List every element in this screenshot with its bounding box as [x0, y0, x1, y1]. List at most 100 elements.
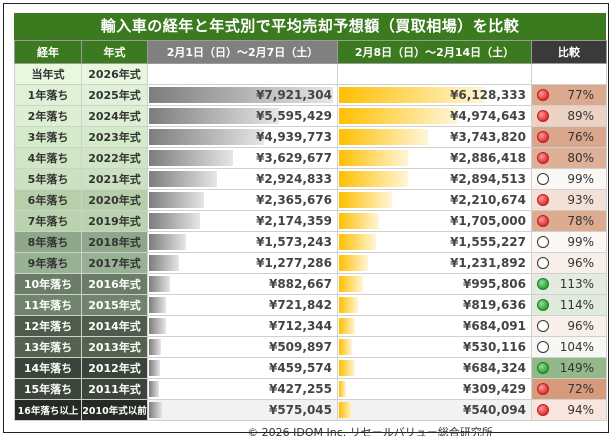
table-row: 12年落ち 2014年式 ¥712,344 ¥684,091 96% — [14, 315, 607, 337]
period1-value: ¥509,897 — [268, 340, 332, 354]
period2-value: ¥684,091 — [462, 319, 526, 333]
table-row: 13年落ち 2013年式 ¥509,897 ¥530,116 104% — [14, 336, 607, 358]
period2-bar — [339, 234, 376, 250]
period2-cell: ¥1,705,000 — [337, 210, 532, 232]
period2-bar — [339, 171, 408, 187]
age-cell: 2年落ち — [14, 105, 82, 127]
table-row: 14年落ち 2012年式 ¥459,574 ¥684,324 149% — [14, 357, 607, 379]
red-circle-icon — [537, 110, 549, 122]
age-cell: 15年落ち — [14, 378, 82, 400]
age-cell: 13年落ち — [14, 336, 82, 358]
hollow-circle-icon — [537, 257, 549, 269]
model-year-cell: 2023年式 — [81, 126, 148, 148]
compare-cell: 99% — [531, 231, 607, 253]
header-period1: 2月1日（日）～2月7日（土） — [147, 40, 338, 64]
period1-bar — [149, 108, 280, 124]
period2-cell: ¥2,894,513 — [337, 168, 532, 190]
period2-value: ¥4,974,643 — [450, 109, 526, 123]
period2-value: ¥309,429 — [462, 382, 526, 396]
table-row: 3年落ち 2023年式 ¥4,939,773 ¥3,743,820 76% — [14, 126, 607, 148]
red-circle-icon — [537, 194, 549, 206]
model-year-cell: 2021年式 — [81, 168, 148, 190]
table-row: 1年落ち 2025年式 ¥7,921,304 ¥6,128,333 77% — [14, 84, 607, 106]
period1-bar — [149, 318, 166, 334]
period1-bar — [149, 129, 264, 145]
period2-cell: ¥1,555,227 — [337, 231, 532, 253]
period2-bar — [339, 255, 369, 271]
compare-cell: 113% — [531, 273, 607, 295]
period2-bar — [339, 402, 352, 418]
red-circle-icon — [537, 404, 549, 416]
table-row: 当年式 2026年式 — [14, 63, 607, 85]
compare-cell: 94% — [531, 399, 607, 421]
table-row: 7年落ち 2019年式 ¥2,174,359 ¥1,705,000 78% — [14, 210, 607, 232]
age-cell: 16年落ち以上 — [14, 399, 82, 421]
red-circle-icon — [537, 131, 549, 143]
green-circle-icon — [537, 362, 549, 374]
period1-cell: ¥712,344 — [147, 315, 338, 337]
table-row: 15年落ち 2011年式 ¥427,255 ¥309,429 72% — [14, 378, 607, 400]
period1-bar — [149, 381, 159, 397]
period1-cell: ¥721,842 — [147, 294, 338, 316]
period1-cell: ¥2,174,359 — [147, 210, 338, 232]
period1-bar — [149, 276, 170, 292]
compare-cell: 72% — [531, 378, 607, 400]
model-year-cell: 2013年式 — [81, 336, 148, 358]
red-circle-icon — [537, 89, 549, 101]
model-year-cell: 2018年式 — [81, 231, 148, 253]
period2-cell: ¥2,210,674 — [337, 189, 532, 211]
age-cell: 9年落ち — [14, 252, 82, 274]
age-cell: 3年落ち — [14, 126, 82, 148]
table-row: 16年落ち以上 2010年式以前 ¥575,045 ¥540,094 94% — [14, 399, 607, 421]
age-cell: 14年落ち — [14, 357, 82, 379]
compare-cell: 149% — [531, 357, 607, 379]
green-circle-icon — [537, 278, 549, 290]
hollow-circle-icon — [537, 320, 549, 332]
table-row: 5年落ち 2021年式 ¥2,924,833 ¥2,894,513 99% — [14, 168, 607, 190]
age-cell: 1年落ち — [14, 84, 82, 106]
period2-value: ¥540,094 — [462, 403, 526, 417]
table-row: 8年落ち 2018年式 ¥1,573,243 ¥1,555,227 99% — [14, 231, 607, 253]
model-year-cell: 2024年式 — [81, 105, 148, 127]
model-year-cell: 2016年式 — [81, 273, 148, 295]
model-year-cell: 2025年式 — [81, 84, 148, 106]
period1-cell: ¥3,629,677 — [147, 147, 338, 169]
period2-bar — [339, 150, 408, 166]
period1-cell: ¥2,924,833 — [147, 168, 338, 190]
period2-bar — [339, 339, 352, 355]
period2-bar — [339, 318, 356, 334]
period2-value: ¥1,705,000 — [450, 214, 526, 228]
compare-percent: 89% — [567, 109, 594, 123]
hollow-circle-icon — [537, 173, 549, 185]
period2-bar — [339, 360, 356, 376]
compare-percent: 96% — [567, 256, 594, 270]
period1-bar — [149, 171, 217, 187]
age-cell: 当年式 — [14, 63, 82, 85]
period1-value: ¥2,924,833 — [256, 172, 332, 186]
period1-bar — [149, 255, 179, 271]
age-cell: 10年落ち — [14, 273, 82, 295]
green-circle-icon — [537, 299, 549, 311]
table-row: 9年落ち 2017年式 ¥1,277,286 ¥1,231,892 96% — [14, 252, 607, 274]
age-cell: 5年落ち — [14, 168, 82, 190]
period2-value: ¥530,116 — [462, 340, 526, 354]
period2-value: ¥1,555,227 — [450, 235, 526, 249]
period1-value: ¥7,921,304 — [256, 88, 332, 102]
period1-value: ¥882,667 — [268, 277, 332, 291]
period2-bar — [339, 213, 380, 229]
period1-cell: ¥1,573,243 — [147, 231, 338, 253]
period2-cell: ¥3,743,820 — [337, 126, 532, 148]
compare-percent: 96% — [567, 319, 594, 333]
compare-cell: 78% — [531, 210, 607, 232]
compare-percent: 78% — [567, 214, 594, 228]
hollow-circle-icon — [537, 341, 549, 353]
period1-cell: ¥509,897 — [147, 336, 338, 358]
model-year-cell: 2017年式 — [81, 252, 148, 274]
period1-cell: ¥459,574 — [147, 357, 338, 379]
header-age: 経年 — [14, 40, 82, 64]
compare-percent: 149% — [559, 361, 594, 375]
compare-cell: 80% — [531, 147, 607, 169]
page-title: 輸入車の経年と年式別で平均売却予想額（買取相場）を比較 — [14, 13, 606, 40]
model-year-cell: 2011年式 — [81, 378, 148, 400]
compare-percent: 72% — [567, 382, 594, 396]
